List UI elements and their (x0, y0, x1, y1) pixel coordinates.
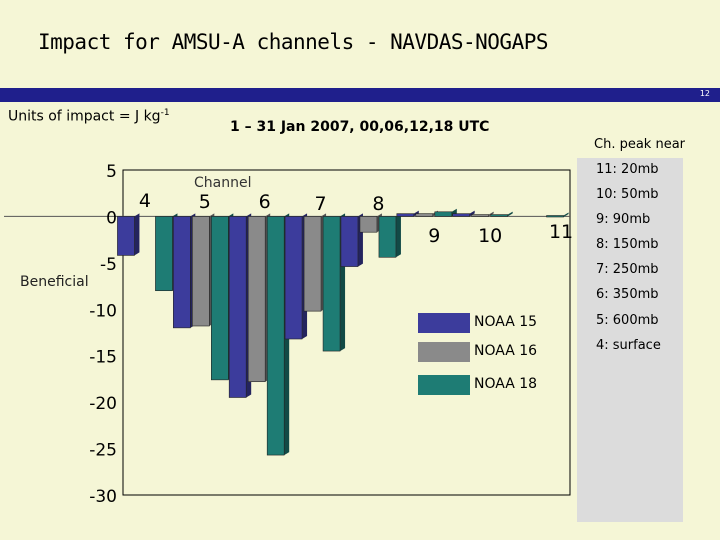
y-tick-label: -15 (89, 348, 117, 368)
bar (434, 211, 453, 217)
category-label: 10 (478, 225, 502, 247)
bar (192, 216, 210, 327)
legend-entry-noaa16: NOAA 16 (418, 340, 578, 364)
bar (471, 214, 489, 217)
legend-entry-noaa18: NOAA 18 (418, 373, 578, 397)
bar-side (395, 213, 401, 258)
panel-item: 8: 150mb (596, 237, 659, 252)
bar (490, 214, 508, 217)
channel-label: Channel (194, 175, 251, 191)
legend-entry-noaa15: NOAA 15 (418, 311, 578, 335)
bar (117, 216, 135, 256)
bar (211, 216, 229, 381)
bar (155, 216, 173, 292)
y-tick-label: 5 (106, 162, 117, 182)
bar (396, 213, 415, 217)
legend-label: NOAA 15 (474, 314, 538, 330)
channel-peak-panel (577, 158, 683, 522)
bar (415, 213, 434, 217)
bar (378, 216, 397, 258)
units-text: Units of impact = J kg (8, 108, 161, 125)
slide-title: Impact for AMSU-A channels - NAVDAS-NOGA… (38, 30, 549, 54)
y-tick-label: -30 (89, 487, 117, 507)
panel-item: 6: 350mb (596, 287, 659, 302)
slide-number: 12 (699, 89, 710, 98)
bar-side (563, 212, 569, 217)
date-range: 1 – 31 Jan 2007, 00,06,12,18 UTC (230, 119, 490, 135)
bar-side (134, 213, 140, 256)
panel-item: 11: 20mb (596, 162, 659, 177)
panel-heading: Ch. peak near (594, 137, 686, 152)
panel-item: 9: 90mb (596, 212, 651, 227)
panel-item: 10: 50mb (596, 187, 659, 202)
units-exponent: -1 (160, 108, 170, 118)
beneficial-label: Beneficial (20, 274, 89, 290)
bar-side (469, 210, 475, 217)
panel-item: 7: 250mb (596, 262, 659, 277)
bar (359, 216, 378, 233)
bar-side (507, 211, 513, 217)
bar (266, 216, 285, 456)
bar (322, 216, 341, 352)
category-label: 9 (428, 225, 440, 247)
header-strip: 12 (0, 88, 720, 102)
legend-swatch (418, 342, 470, 362)
panel-item: 4: surface (596, 338, 661, 353)
bar (247, 216, 266, 383)
y-tick-label: -5 (100, 255, 117, 275)
category-label: 11 (549, 221, 573, 243)
legend-swatch (418, 313, 470, 333)
y-tick-label: -20 (89, 394, 117, 414)
bar-side (488, 211, 494, 217)
category-label: 8 (372, 193, 384, 215)
units-label: Units of impact = J kg-1 (8, 108, 170, 125)
legend-label: NOAA 18 (474, 376, 538, 392)
legend-label: NOAA 16 (474, 343, 538, 359)
category-label: 7 (315, 193, 327, 215)
y-tick-label: 0 (106, 208, 117, 228)
bar (228, 216, 247, 398)
bar (284, 216, 303, 340)
panel-item: 5: 600mb (596, 313, 659, 328)
bar (546, 215, 564, 218)
category-label: 5 (199, 191, 211, 213)
bar (303, 216, 322, 312)
bar (173, 216, 191, 329)
category-label: 6 (259, 191, 271, 213)
y-tick-label: -10 (89, 301, 117, 321)
y-tick-label: -25 (89, 441, 117, 461)
legend-swatch (418, 375, 470, 395)
category-label: 4 (139, 190, 151, 212)
bar (452, 213, 470, 217)
bar (340, 216, 359, 267)
